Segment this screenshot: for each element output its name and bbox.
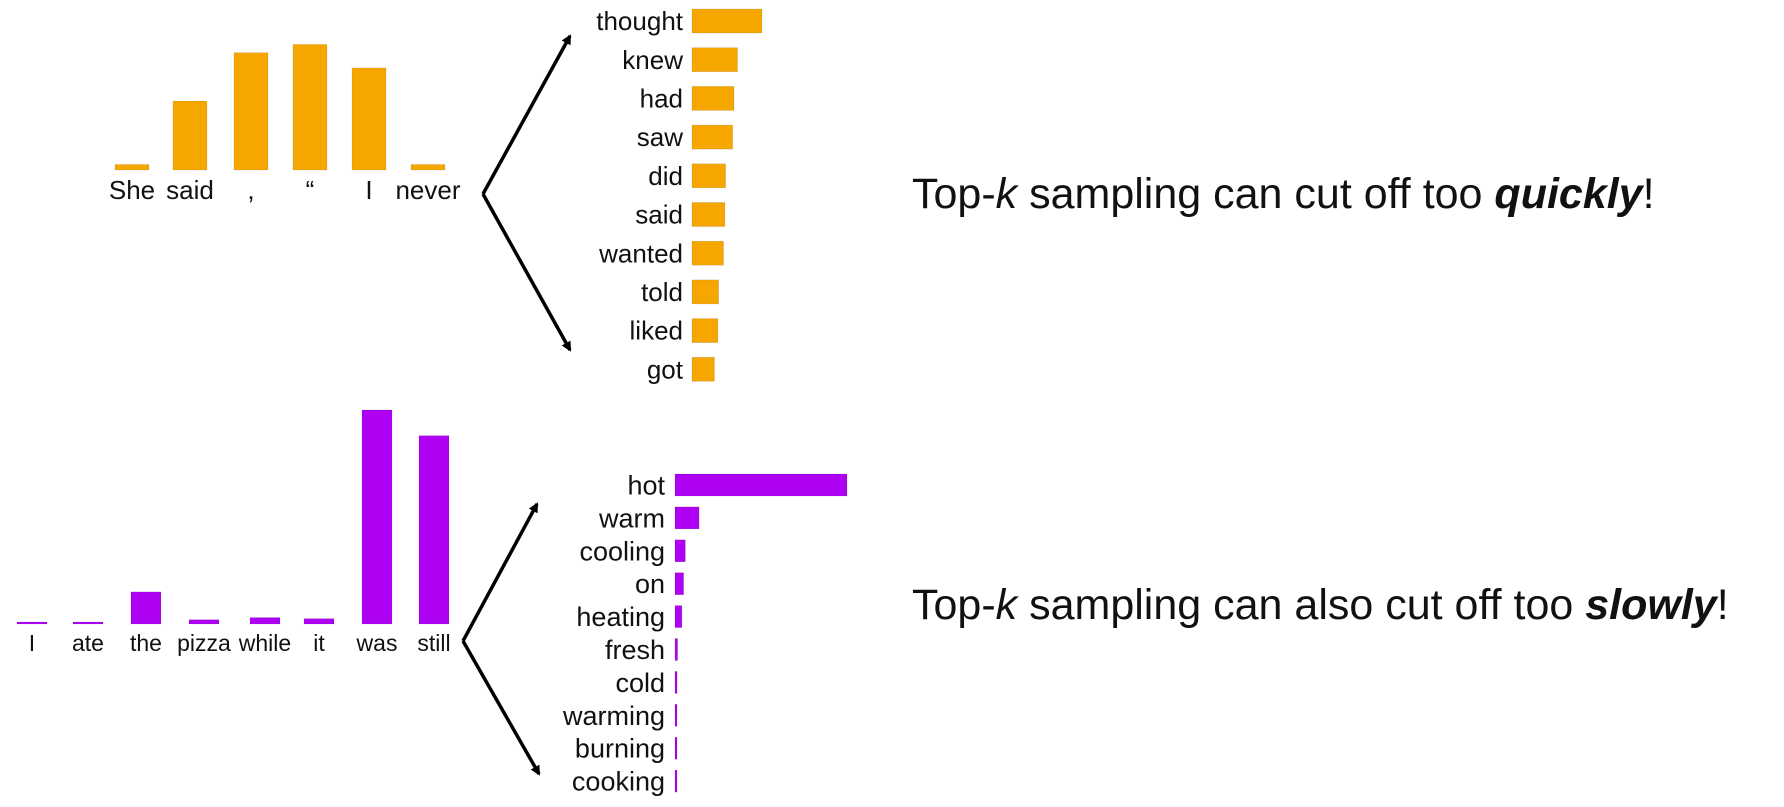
hbar-3-on bbox=[674, 572, 684, 596]
tick-label-2-it: it bbox=[313, 630, 325, 656]
bar-2-was bbox=[361, 409, 393, 625]
bar-2-pizza bbox=[188, 619, 220, 625]
bar-2-ate bbox=[72, 621, 104, 625]
tick-label-2-i: I bbox=[29, 630, 35, 656]
tick-label-0-punct-3: “ bbox=[306, 175, 315, 205]
bar-0-i bbox=[351, 67, 387, 171]
hbar-3-cooling bbox=[674, 539, 686, 563]
hbar-1-liked bbox=[691, 318, 719, 343]
caption-top-emphasis: quickly bbox=[1494, 170, 1643, 218]
bottom-arrow-down bbox=[461, 640, 541, 776]
hbar-3-hot bbox=[674, 473, 848, 497]
tick-label-0-punct-2: , bbox=[247, 175, 254, 205]
bar-2-it bbox=[303, 618, 335, 625]
row-label-1-said: said bbox=[635, 200, 683, 230]
tick-label-2-still: still bbox=[417, 630, 450, 656]
hbar-3-cooking bbox=[674, 769, 678, 793]
row-label-1-thought: thought bbox=[596, 6, 684, 36]
row-label-3-burning: burning bbox=[575, 734, 665, 764]
hbar-3-heating bbox=[674, 605, 683, 628]
hbar-1-told bbox=[691, 279, 719, 305]
row-label-1-liked: liked bbox=[630, 316, 683, 346]
row-label-3-cooking: cooking bbox=[572, 767, 665, 797]
tick-label-0-never: never bbox=[395, 175, 460, 205]
hbar-1-knew bbox=[691, 47, 738, 73]
row-label-3-warm: warm bbox=[598, 503, 665, 533]
caption-bottom-prefix: Top- bbox=[912, 581, 996, 629]
bar-0-punct-3 bbox=[292, 44, 328, 171]
row-label-1-got: got bbox=[647, 354, 684, 384]
top-arrow-down bbox=[481, 193, 572, 352]
hbar-1-said bbox=[691, 202, 726, 227]
bar-0-she bbox=[114, 164, 150, 171]
row-label-3-heating: heating bbox=[576, 602, 665, 632]
row-label-3-fresh: fresh bbox=[605, 635, 665, 665]
tick-label-0-she: She bbox=[109, 175, 155, 205]
top-arrow-up bbox=[481, 34, 572, 195]
caption-top-suffix: ! bbox=[1642, 170, 1655, 218]
bar-0-never bbox=[410, 164, 446, 171]
row-label-1-told: told bbox=[641, 277, 683, 307]
caption-quickly: Top-k sampling can cut off too quickly! bbox=[912, 173, 1655, 216]
bar-2-i bbox=[16, 621, 48, 625]
bar-0-said bbox=[172, 100, 208, 171]
caption-top-k: k bbox=[995, 170, 1018, 218]
tick-label-2-pizza: pizza bbox=[177, 630, 231, 656]
hbar-1-saw bbox=[691, 124, 733, 150]
caption-top-prefix: Top- bbox=[912, 170, 996, 218]
caption-top-middle: sampling can cut off too bbox=[1017, 170, 1495, 218]
bar-2-while bbox=[249, 617, 281, 625]
bar-0-punct-2 bbox=[233, 52, 269, 171]
row-label-1-knew: knew bbox=[622, 45, 683, 75]
hbar-3-warm bbox=[674, 506, 700, 530]
row-label-1-did: did bbox=[648, 161, 683, 191]
row-label-3-on: on bbox=[635, 569, 665, 599]
row-label-3-warming: warming bbox=[562, 701, 665, 731]
hbar-1-did bbox=[691, 163, 726, 189]
caption-slowly: Top-k sampling can also cut off too slow… bbox=[912, 584, 1729, 627]
caption-bottom-k: k bbox=[995, 581, 1018, 629]
hbar-1-wanted bbox=[691, 240, 724, 266]
hbar-3-fresh bbox=[674, 638, 678, 661]
tick-label-0-said: said bbox=[166, 175, 214, 205]
row-label-3-cooling: cooling bbox=[579, 536, 665, 566]
row-label-3-hot: hot bbox=[627, 470, 665, 500]
hbar-3-cold bbox=[674, 671, 678, 694]
bar-2-the bbox=[130, 591, 162, 625]
row-label-3-cold: cold bbox=[615, 668, 665, 698]
caption-bottom-emphasis: slowly bbox=[1585, 581, 1717, 629]
bottom-arrow-up bbox=[461, 502, 539, 642]
row-label-1-had: had bbox=[640, 84, 683, 114]
tick-label-2-was: was bbox=[356, 630, 398, 656]
bar-2-still bbox=[418, 435, 450, 625]
caption-bottom-suffix: ! bbox=[1716, 581, 1729, 629]
hbar-1-had bbox=[691, 86, 735, 111]
hbar-1-got bbox=[691, 356, 715, 382]
tick-label-0-i: I bbox=[365, 175, 372, 205]
tick-label-2-the: the bbox=[130, 630, 162, 656]
row-label-1-saw: saw bbox=[637, 122, 683, 152]
hbar-3-warming bbox=[674, 703, 678, 727]
row-label-1-wanted: wanted bbox=[598, 238, 683, 268]
hbar-1-thought bbox=[691, 8, 763, 34]
caption-bottom-middle: sampling can also cut off too bbox=[1017, 581, 1586, 629]
tick-label-2-while: while bbox=[238, 630, 291, 656]
tick-label-2-ate: ate bbox=[72, 630, 104, 656]
hbar-3-burning bbox=[674, 736, 678, 760]
